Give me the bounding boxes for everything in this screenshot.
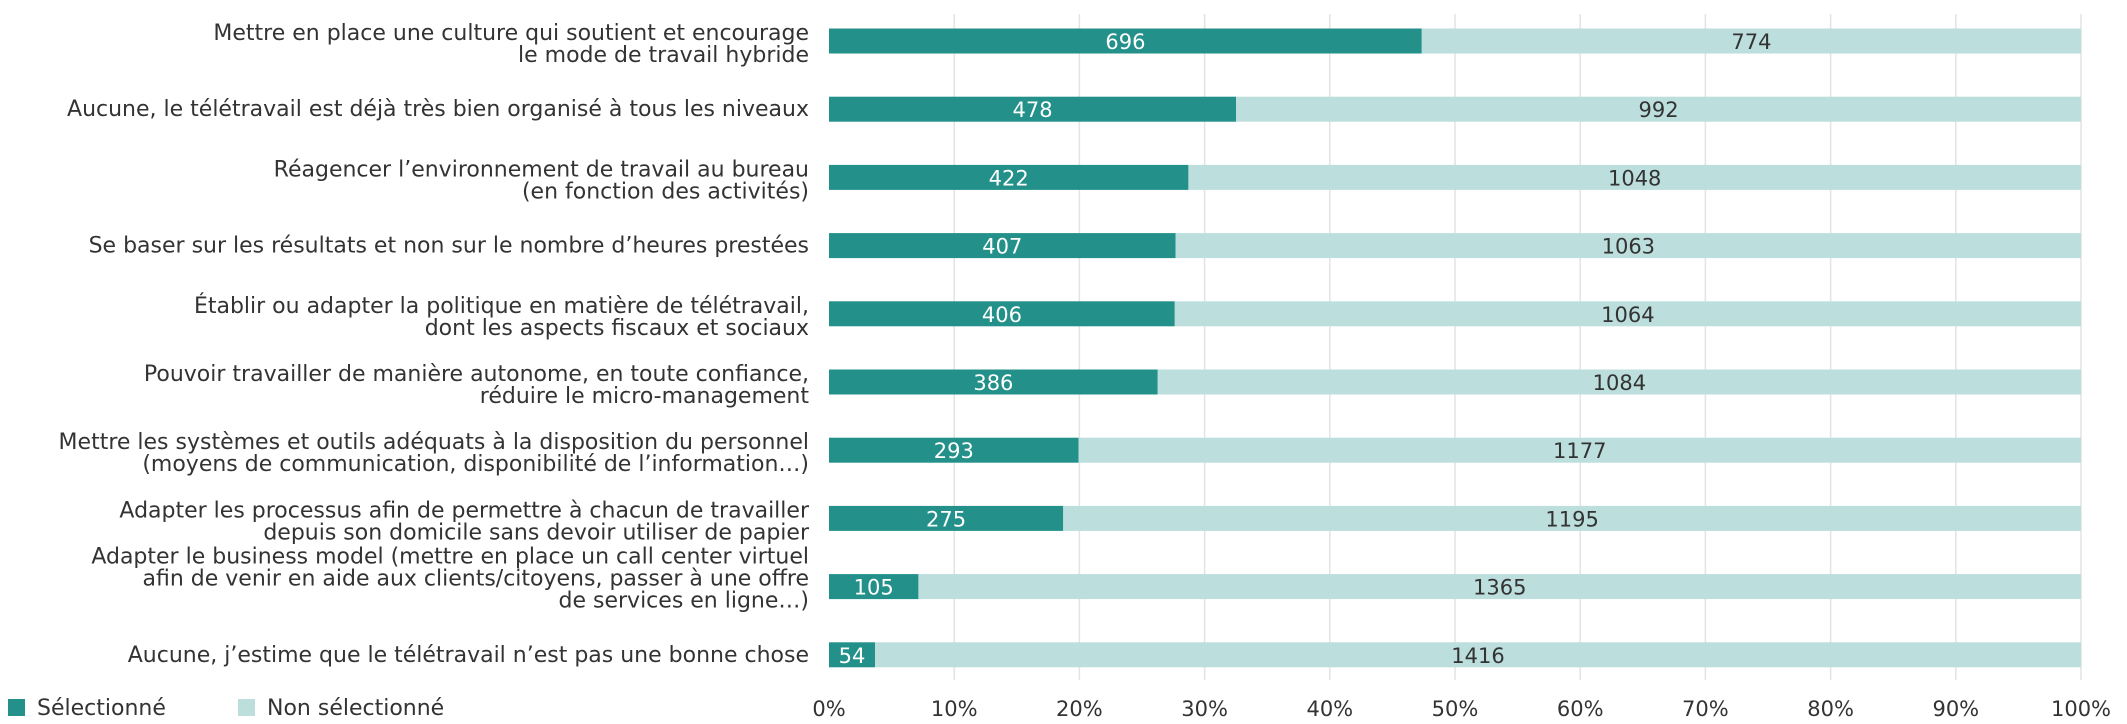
x-axis: 0% 10% 20% 30% 40% 50% 60% 70% 80% 90% 100%	[812, 697, 2111, 721]
data-label-selected: 275	[926, 507, 966, 531]
data-label-selected: 406	[982, 303, 1022, 327]
category-label-line: (moyens de communication, disponibilité …	[142, 452, 809, 477]
category-label-line: afin de venir en aide aux clients/citoye…	[143, 567, 810, 592]
bar-segment-selected	[829, 28, 1422, 54]
category-label: Aucune, le télétravail est déjà très bie…	[67, 97, 809, 122]
data-label-not-selected: 1177	[1553, 439, 1606, 463]
x-tick-label: 0%	[812, 697, 845, 720]
data-label-not-selected: 1064	[1601, 303, 1654, 327]
data-label-not-selected: 992	[1639, 98, 1679, 122]
x-tick-label: 40%	[1306, 697, 1353, 720]
data-label-selected: 54	[839, 644, 866, 668]
bar-segment-selected	[829, 505, 1064, 531]
legend-label-not-selected: Non sélectionné	[267, 696, 444, 720]
data-label-selected: 293	[934, 439, 974, 463]
category-label: Adapter le business model (mettre en pla…	[91, 545, 809, 614]
bar-segment-not-selected	[918, 574, 2081, 600]
bar-segment-selected	[829, 369, 1158, 395]
x-tick-label: 60%	[1557, 697, 1604, 720]
bar-segment-selected	[829, 164, 1189, 190]
category-label-line: Pouvoir travailler de manière autonome, …	[144, 362, 809, 387]
category-labels: Mettre en place une culture qui soutient…	[59, 21, 810, 668]
category-label: Aucune, j’estime que le télétravail n’es…	[128, 643, 809, 668]
bar-segment-not-selected	[1188, 164, 2081, 190]
category-label: Se baser sur les résultats et non sur le…	[89, 234, 809, 259]
data-label-not-selected: 1048	[1608, 166, 1661, 190]
bar-segment-selected	[829, 642, 875, 668]
category-label-line: Se baser sur les résultats et non sur le…	[89, 234, 809, 259]
category-label-line: (en fonction des activités)	[522, 179, 809, 204]
data-label-not-selected: 774	[1731, 30, 1771, 54]
bar-segment-selected	[829, 96, 1237, 122]
category-label-line: Mettre en place une culture qui soutient…	[213, 21, 809, 46]
bar-segment-not-selected	[1078, 437, 2081, 463]
bar-segment-not-selected	[1063, 505, 2081, 531]
category-label-line: le mode de travail hybride	[518, 43, 809, 68]
category-label: Réagencer l’environnement de travail au …	[274, 157, 809, 204]
legend-swatch-not-selected	[238, 699, 255, 716]
category-label-line: de services en ligne…)	[559, 589, 809, 614]
data-label-selected: 386	[973, 371, 1013, 395]
bar-segment-selected	[829, 301, 1175, 327]
x-tick-label: 10%	[931, 697, 978, 720]
bar-segment-not-selected	[1157, 369, 2081, 395]
category-label-line: dont les aspects fiscaux et sociaux	[425, 316, 809, 341]
bar-segment-not-selected	[1421, 28, 2081, 54]
bar-segment-not-selected	[1175, 233, 2081, 259]
data-label-not-selected: 1063	[1602, 235, 1655, 259]
category-label-line: Adapter les processus afin de permettre …	[119, 498, 810, 523]
category-label: Établir ou adapter la politique en matiè…	[194, 293, 809, 341]
data-label-selected: 105	[854, 576, 894, 600]
bar-segment-selected	[829, 574, 919, 600]
data-label-not-selected: 1084	[1593, 371, 1646, 395]
category-label-line: Établir ou adapter la politique en matiè…	[194, 293, 809, 319]
category-label-line: Réagencer l’environnement de travail au …	[274, 157, 809, 182]
category-label-line: Mettre les systèmes et outils adéquats à…	[59, 430, 809, 455]
data-label-selected: 478	[1013, 98, 1053, 122]
legend-swatch-selected	[8, 699, 25, 716]
category-label: Mettre en place une culture qui soutient…	[213, 21, 809, 68]
category-label-line: Aucune, j’estime que le télétravail n’es…	[128, 643, 809, 668]
bar-segment-not-selected	[1174, 301, 2081, 327]
x-tick-label: 90%	[1932, 697, 1979, 720]
x-tick-label: 50%	[1432, 697, 1479, 720]
data-label-selected: 696	[1105, 30, 1145, 54]
x-tick-label: 100%	[2051, 697, 2111, 720]
legend-label-selected: Sélectionné	[37, 696, 166, 720]
legend: Sélectionné Non sélectionné	[8, 696, 444, 721]
bar-segment-not-selected	[1236, 96, 2081, 122]
category-label: Pouvoir travailler de manière autonome, …	[144, 362, 809, 409]
x-tick-label: 30%	[1181, 697, 1228, 720]
gridlines	[953, 14, 2082, 680]
category-label-line: réduire le micro-management	[480, 384, 810, 409]
bars: 696 774 478 992 422 1048 407 1063 406 1064 386 1084…	[829, 28, 2081, 668]
category-label-line: Adapter le business model (mettre en pla…	[91, 545, 809, 570]
bar-segment-selected	[829, 233, 1176, 259]
x-tick-label: 20%	[1056, 697, 1103, 720]
data-label-not-selected: 1416	[1451, 644, 1504, 668]
data-label-selected: 422	[989, 166, 1029, 190]
category-label-line: Aucune, le télétravail est déjà très bie…	[67, 97, 809, 122]
x-tick-label: 80%	[1807, 697, 1854, 720]
data-label-not-selected: 1195	[1545, 507, 1598, 531]
bar-segment-selected	[829, 437, 1079, 463]
data-label-selected: 407	[982, 235, 1022, 259]
x-tick-label: 70%	[1682, 697, 1729, 720]
data-label-not-selected: 1365	[1473, 576, 1526, 600]
category-label: Mettre les systèmes et outils adéquats à…	[59, 430, 809, 477]
category-label: Adapter les processus afin de permettre …	[119, 498, 810, 545]
category-label-line: depuis son domicile sans devoir utiliser…	[263, 520, 810, 545]
bar-segment-not-selected	[874, 642, 2081, 668]
